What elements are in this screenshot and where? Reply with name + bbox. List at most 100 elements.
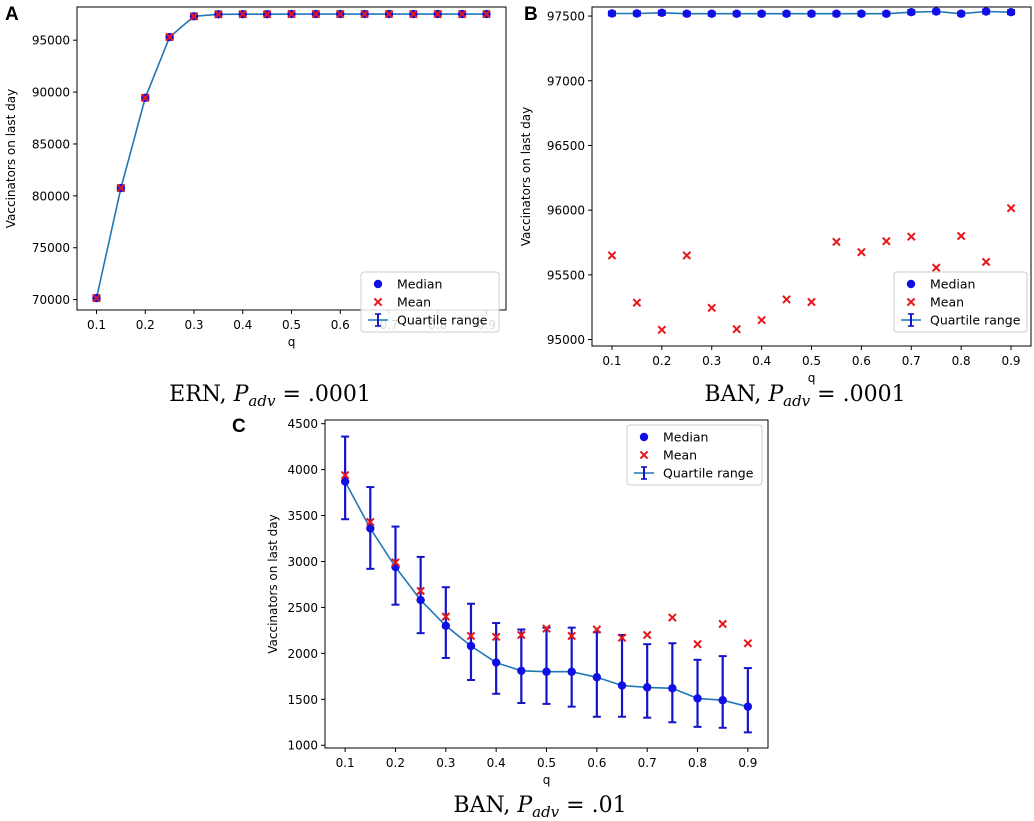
legend-entry: Median xyxy=(397,277,442,292)
median-point xyxy=(617,681,627,690)
mean-point xyxy=(340,470,350,480)
median-point xyxy=(732,9,741,18)
x-tick-label: 0.4 xyxy=(752,354,771,368)
panel-caption: ERN, Padv = .0001 xyxy=(169,382,371,410)
x-tick-label: 0.8 xyxy=(952,354,971,368)
legend-mean-marker xyxy=(906,297,916,307)
caption-name: BAN xyxy=(453,793,504,818)
legend-median-marker xyxy=(373,279,383,289)
y-tick-label: 3500 xyxy=(287,509,318,523)
y-tick-label: 4500 xyxy=(287,417,318,431)
median-point xyxy=(657,8,667,18)
quartile-errorbar xyxy=(643,643,652,719)
mean-point xyxy=(567,631,576,641)
caption-equals: = xyxy=(559,793,591,818)
median-point xyxy=(340,477,350,486)
series-group xyxy=(340,435,753,734)
y-tick-label: 96500 xyxy=(547,139,585,153)
median-point xyxy=(607,9,617,18)
median-point xyxy=(757,9,766,18)
legend-entry: Median xyxy=(663,430,708,445)
mean-point xyxy=(384,9,394,19)
mean-point xyxy=(140,93,150,103)
caption-p-symbol: P xyxy=(516,793,533,818)
x-tick-label: 0.2 xyxy=(652,354,671,368)
median-point xyxy=(1006,7,1016,17)
legend-entry: Mean xyxy=(930,295,964,310)
caption-p-sub: adv xyxy=(532,803,560,821)
legend-box xyxy=(360,271,500,333)
legend-quartile-marker xyxy=(368,313,388,327)
median-point xyxy=(366,524,375,533)
quartile-errorbar xyxy=(743,667,752,734)
caption-comma: , xyxy=(503,793,517,818)
median-point xyxy=(882,9,891,18)
y-tick-label: 4000 xyxy=(287,463,318,477)
caption-p-symbol: P xyxy=(767,382,784,407)
mean-point xyxy=(743,638,753,648)
y-tick-label: 95000 xyxy=(32,34,70,48)
x-tick-label: 0.3 xyxy=(436,756,455,770)
x-tick-label: 0.4 xyxy=(487,756,506,770)
x-tick-label: 0.3 xyxy=(702,354,721,368)
caption-equals: = xyxy=(810,382,842,407)
median-point xyxy=(682,9,691,18)
x-tick-label: 0.9 xyxy=(1001,354,1020,368)
caption-value: .0001 xyxy=(843,382,906,407)
plot-frame xyxy=(76,6,507,311)
caption-p-sub: adv xyxy=(783,392,811,410)
x-tick-label: 0.2 xyxy=(386,756,405,770)
legend-entry: Quartile range xyxy=(397,313,488,328)
mean-point xyxy=(116,183,126,193)
median-point xyxy=(956,9,966,18)
panel-c: C 0.1 0.2 0.3 0.4 0.5 0.6 0.7 0.8 0.9 1000 1500 2000… xyxy=(232,416,769,821)
mean-point xyxy=(617,633,627,643)
mean-point xyxy=(592,625,602,634)
median-point xyxy=(517,666,526,676)
legend-mean-marker xyxy=(373,297,383,307)
mean-point xyxy=(457,9,467,19)
median-point xyxy=(743,702,753,711)
median-point xyxy=(466,641,476,651)
panel-a: A0.10.20.30.40.50.60.70.80.9700007500080… xyxy=(4,4,507,410)
median-point xyxy=(542,667,551,676)
quartile-errorbar xyxy=(567,626,576,708)
x-tick-label: 0.1 xyxy=(87,318,106,332)
mean-point xyxy=(482,9,491,19)
legend-mean-marker xyxy=(639,450,649,460)
median-point xyxy=(932,7,941,16)
legend-quartile-marker xyxy=(901,313,921,327)
mean-point xyxy=(931,263,941,273)
y-axis-label: Vaccinators on last day xyxy=(4,89,18,228)
legend-entry: Mean xyxy=(397,295,431,310)
mean-point xyxy=(693,639,702,649)
quartile-errorbar xyxy=(718,655,727,729)
mean-point xyxy=(238,9,248,19)
mean-point xyxy=(857,247,866,257)
caption-name: ERN xyxy=(169,382,221,407)
quartile-errorbar xyxy=(618,633,627,718)
y-tick-label: 95000 xyxy=(547,333,585,347)
legend: Median Mean Quartile range xyxy=(893,271,1028,333)
y-tick-label: 1000 xyxy=(287,739,318,753)
mean-point xyxy=(682,251,692,260)
y-tick-label: 2000 xyxy=(287,647,318,661)
caption-comma: , xyxy=(220,382,234,407)
x-tick-label: 0.1 xyxy=(602,354,621,368)
mean-point xyxy=(262,9,272,19)
x-tick-label: 0.6 xyxy=(852,354,871,368)
x-tick-label: 0.7 xyxy=(638,756,657,770)
y-tick-label: 75000 xyxy=(32,241,70,255)
median-point xyxy=(981,7,991,16)
x-tick-label: 0.3 xyxy=(184,318,203,332)
mean-point xyxy=(360,9,369,19)
median-point xyxy=(441,621,451,631)
caption-p-symbol: P xyxy=(233,382,250,407)
mean-point xyxy=(906,232,916,241)
panel-label: A xyxy=(5,4,19,25)
mean-point xyxy=(757,315,766,325)
mean-point xyxy=(607,251,617,260)
mean-point xyxy=(632,298,642,307)
x-tick-label: 0.2 xyxy=(136,318,155,332)
legend-quartile-marker xyxy=(634,466,654,480)
